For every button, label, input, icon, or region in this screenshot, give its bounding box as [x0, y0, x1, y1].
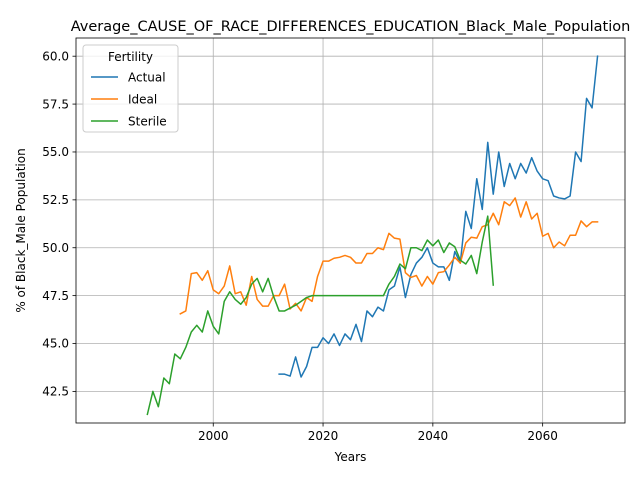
- x-tick-label: 2060: [527, 429, 558, 443]
- x-axis-label: Years: [334, 450, 367, 464]
- x-axis-ticks: 2000 2020 2040 2060: [198, 423, 558, 443]
- y-tick-label: 60.0: [42, 49, 69, 63]
- y-tick-label: 47.5: [42, 289, 69, 303]
- legend-label-actual: Actual: [128, 70, 166, 84]
- legend-title: Fertility: [108, 50, 153, 64]
- y-axis-label: % of Black_Male Population: [14, 148, 28, 312]
- series-line-ideal: [179, 197, 599, 315]
- plot-frame: [75, 37, 626, 424]
- series-line-sterile: [146, 215, 495, 416]
- legend-label-ideal: Ideal: [128, 92, 157, 106]
- y-axis-ticks: 42.5 45.0 47.5 50.0 52.5 55.0 57.5 60.0: [42, 49, 76, 399]
- y-tick-label: 45.0: [42, 337, 69, 351]
- x-tick-label: 2020: [308, 429, 339, 443]
- chart-title: Average_CAUSE_OF_RACE_DIFFERENCES_EDUCAT…: [71, 19, 631, 35]
- grid-lines: [76, 38, 625, 423]
- legend: Fertility Actual Ideal Sterile: [82, 44, 179, 133]
- y-tick-label: 52.5: [42, 193, 69, 207]
- y-tick-label: 57.5: [42, 97, 69, 111]
- y-tick-label: 42.5: [42, 385, 69, 399]
- x-tick-label: 2040: [418, 429, 449, 443]
- legend-label-sterile: Sterile: [128, 114, 167, 128]
- x-tick-label: 2000: [198, 429, 229, 443]
- series-line-actual: [278, 55, 599, 378]
- y-tick-label: 50.0: [42, 241, 69, 255]
- legend-box: [82, 44, 179, 133]
- series-lines: [146, 55, 599, 416]
- y-tick-label: 55.0: [42, 145, 69, 159]
- legend-entries: Actual Ideal Sterile: [91, 70, 167, 128]
